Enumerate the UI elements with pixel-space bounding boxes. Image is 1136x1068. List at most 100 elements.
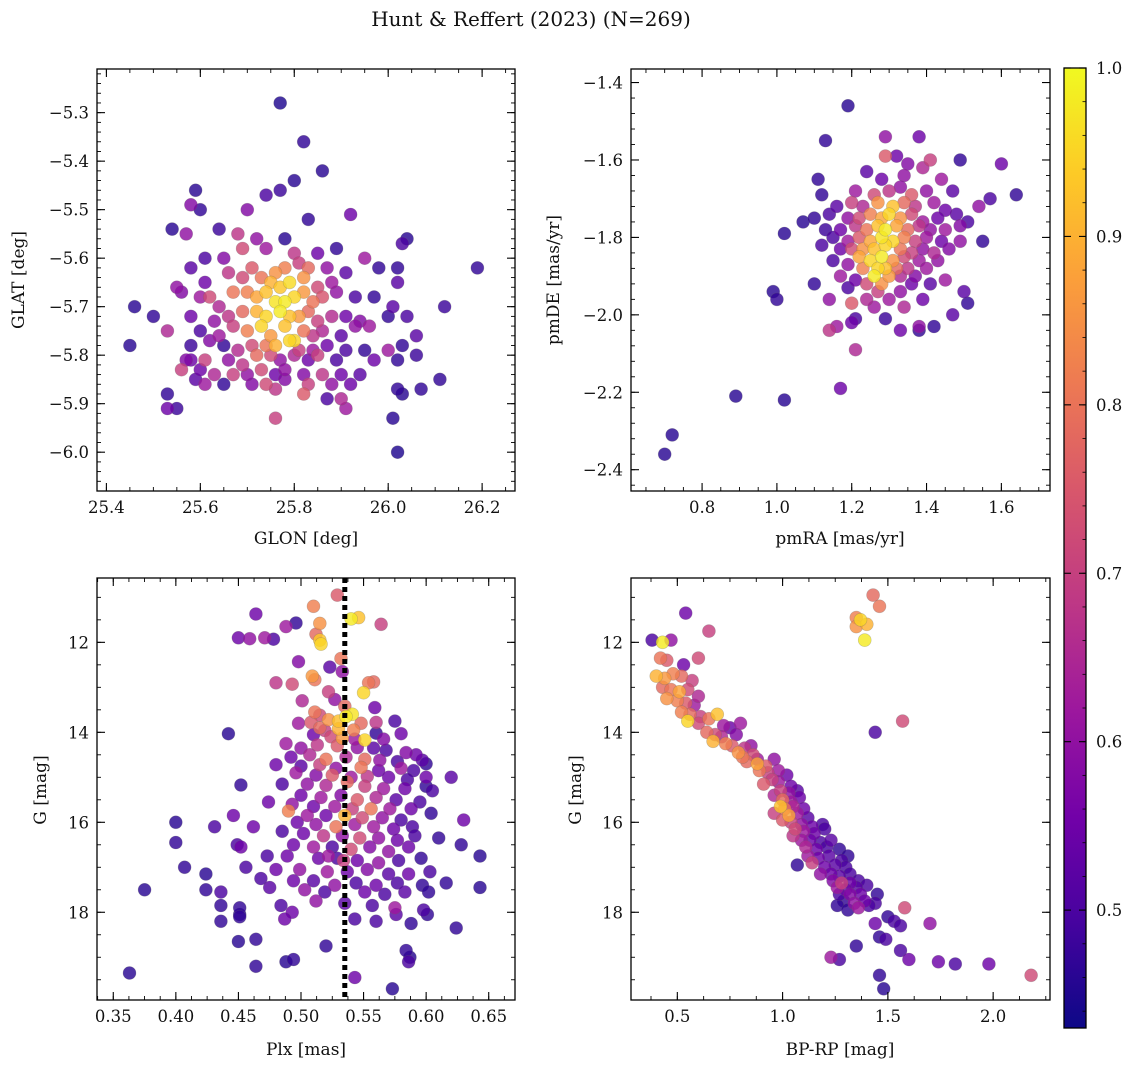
scatter-point — [394, 813, 408, 827]
scatter-point — [381, 867, 396, 881]
scatter-point — [372, 753, 387, 768]
scatter-point — [286, 952, 301, 967]
scatter-point — [137, 882, 152, 897]
scatter-point — [282, 333, 297, 348]
scatter-point — [844, 296, 859, 311]
x-tick-label: 0.40 — [157, 1007, 194, 1026]
y-tick-label: 12 — [602, 633, 623, 652]
scatter-point — [1009, 188, 1024, 202]
x-tick-label: 0.8 — [689, 498, 715, 517]
scatter-point — [807, 277, 822, 291]
scatter-point — [942, 242, 956, 256]
scatter-point — [770, 292, 784, 307]
scatter-point — [279, 619, 293, 634]
scatter-point — [334, 328, 349, 343]
x-tick-label: 2.0 — [980, 1007, 1006, 1026]
scatter-point — [231, 343, 245, 358]
scatter-point — [424, 806, 438, 821]
scatter-point — [818, 133, 833, 148]
scatter-point — [296, 387, 311, 401]
scatter-point — [408, 828, 422, 843]
scatter-point — [184, 309, 198, 324]
scatter-point — [388, 900, 402, 915]
scatter-point — [312, 720, 327, 735]
scatter-point — [841, 99, 855, 113]
y-tick-label: −5.7 — [49, 298, 89, 317]
scatter-point — [369, 914, 383, 929]
scatter-point — [315, 367, 330, 382]
scatter-point — [934, 172, 949, 187]
scatter-point — [433, 372, 447, 387]
scatter-point — [672, 684, 687, 699]
axes-frame — [96, 577, 516, 1001]
scatter-point — [207, 367, 222, 382]
scatter-point — [321, 684, 336, 699]
scatter-point — [346, 723, 361, 737]
scatter-point — [399, 745, 413, 760]
scatter-point — [691, 689, 706, 704]
scatter-point — [454, 837, 469, 852]
scatter-point — [273, 96, 288, 110]
scatter-point — [179, 227, 193, 241]
scatter-point — [198, 275, 212, 290]
scatter-point — [306, 599, 321, 614]
scatter-point — [676, 657, 691, 672]
scatter-point — [339, 309, 353, 324]
scatter-point — [325, 768, 340, 782]
y-tick-label: 14 — [68, 723, 89, 742]
scatter-point — [231, 630, 246, 645]
scatter-point — [919, 184, 934, 198]
scatter-point — [367, 290, 381, 304]
ylabel-glat: GLAT [deg] — [9, 231, 29, 329]
scatter-point — [214, 914, 228, 929]
scatter-point — [249, 348, 264, 363]
scatter-point — [306, 840, 321, 854]
scatter-point — [923, 277, 938, 291]
colorbar-axis: 0.5 0.6 0.7 0.8 0.9 1.0 — [1064, 59, 1122, 1012]
axes-bprp-g: 0.5 1.0 1.5 2.0 12 14 16 18 — [602, 577, 1051, 1026]
scatter-point — [805, 855, 819, 870]
scatter-point — [456, 813, 471, 827]
scatter-point — [259, 285, 273, 299]
scatter-point — [409, 348, 424, 363]
scatter-point — [259, 241, 273, 256]
scatter-point — [357, 343, 372, 358]
xlabel-pmra: pmRA [mas/yr] — [775, 529, 904, 549]
scatter-point — [349, 876, 363, 890]
scatter-point — [188, 183, 203, 198]
scatter-point — [347, 970, 362, 985]
scatter-point — [282, 275, 297, 290]
scatter-point — [822, 323, 837, 338]
scatter-point — [262, 880, 277, 895]
scatter-point — [169, 835, 183, 850]
scatter-point — [221, 265, 236, 280]
scatter-point — [212, 222, 226, 236]
scatter-point — [649, 669, 664, 683]
scatter-point — [306, 294, 320, 309]
scatter-point — [390, 353, 405, 367]
y-tick-label: −5.8 — [49, 346, 89, 365]
panel-bprp-g: BP-RP [mag] G [mag] — [566, 755, 894, 1060]
scatter-point — [278, 319, 292, 333]
x-tick-label: 0.60 — [408, 1007, 445, 1026]
ylabel-g-left: G [mag] — [31, 755, 51, 824]
scatter-point — [296, 270, 311, 285]
ylabel-pmde: pmDE [mas/yr] — [544, 215, 564, 345]
scatter-point — [367, 353, 381, 367]
scatter-point — [376, 732, 391, 746]
points-pmra-pmde — [657, 99, 1024, 462]
scatter-point — [319, 808, 333, 823]
scatter-point — [199, 867, 213, 881]
scatter-point — [848, 184, 863, 198]
scatter-point — [269, 757, 283, 772]
scatter-point — [923, 153, 938, 167]
scatter-point — [343, 207, 358, 222]
scatter-point — [319, 778, 333, 793]
scatter-point — [355, 810, 370, 825]
y-tick-label: −2.2 — [583, 383, 623, 402]
scatter-point — [893, 918, 908, 933]
scatter-point — [728, 389, 743, 403]
scatter-point — [391, 853, 406, 868]
scatter-point — [273, 183, 288, 198]
scatter-point — [807, 211, 822, 225]
